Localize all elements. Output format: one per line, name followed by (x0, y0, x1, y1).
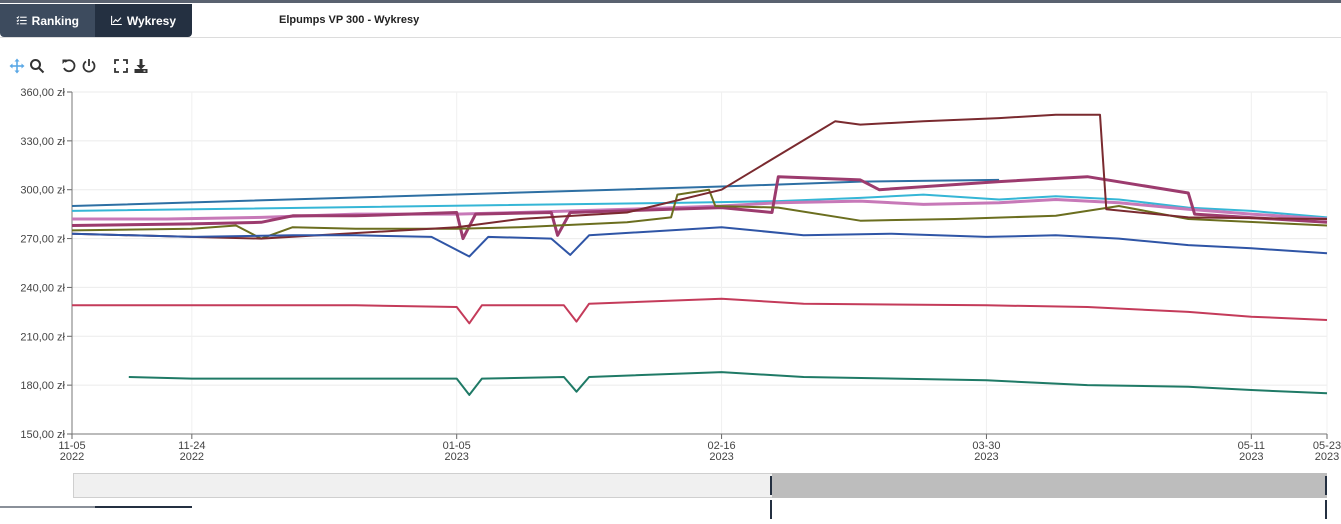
tab-wykresy-edge (95, 506, 192, 508)
list-icon (16, 16, 27, 25)
series-line-1 (71, 178, 1000, 207)
x-tick-label: 01-05 (443, 440, 471, 452)
x-tick-year-label: 2023 (444, 451, 468, 463)
series-line-4 (71, 175, 1328, 241)
pan-icon[interactable] (9, 58, 25, 74)
tab-bar: Ranking Wykresy (0, 4, 192, 37)
y-tick-label: 360,00 zł (20, 87, 65, 99)
y-tick-label: 180,00 zł (20, 380, 65, 392)
fullscreen-icon[interactable] (113, 58, 129, 74)
x-tick-label: 05-23 (1313, 440, 1341, 452)
tab-wykresy-label: Wykresy (126, 13, 176, 28)
series-line-7 (71, 226, 1328, 258)
series-line-5 (71, 188, 1328, 240)
navigator-handle-left[interactable] (770, 476, 774, 519)
tab-ranking-label: Ranking (31, 13, 79, 28)
x-tick-label: 11-05 (58, 440, 85, 452)
x-tick-year-label: 2023 (709, 451, 733, 463)
x-tick-year-label: 2023 (1315, 451, 1339, 463)
download-icon[interactable] (133, 58, 149, 74)
tab-wykresy[interactable]: Wykresy (95, 4, 192, 37)
y-tick-label: 300,00 zł (20, 185, 65, 197)
x-tick-label: 03-30 (972, 440, 1000, 452)
x-tick-year-label: 2023 (974, 451, 998, 463)
y-tick-label: 330,00 zł (20, 136, 65, 148)
page-title: Elpumps VP 300 - Wykresy (279, 14, 420, 26)
y-tick-label: 150,00 zł (20, 429, 65, 441)
series-line-9 (128, 371, 1328, 396)
x-tick-year-label: 2023 (1239, 451, 1263, 463)
x-tick-label: 02-16 (708, 440, 736, 452)
top-border (0, 0, 1341, 3)
x-tick-label: 11-24 (178, 440, 205, 452)
series-line-2 (71, 193, 1328, 219)
tab-ranking-edge (0, 506, 95, 508)
y-tick-label: 240,00 zł (20, 282, 65, 294)
reset-icon[interactable] (61, 58, 77, 74)
zoom-icon[interactable] (29, 58, 45, 74)
x-tick-year-label: 2022 (60, 451, 84, 463)
power-icon[interactable] (81, 58, 97, 74)
y-tick-label: 270,00 zł (20, 234, 65, 246)
tab-ranking[interactable]: Ranking (0, 4, 95, 37)
header-divider (0, 37, 1341, 38)
price-chart[interactable]: 360,00 zł 330,00 zł 300,00 zł 270,00 zł 240,… (0, 80, 1341, 470)
x-tick-year-label: 2022 (180, 451, 204, 463)
navigator-handle-right[interactable] (1325, 476, 1329, 519)
y-tick-label: 210,00 zł (20, 331, 65, 343)
line-chart-icon (111, 15, 122, 26)
series-line-6 (71, 113, 1328, 240)
x-tick-label: 05-11 (1238, 440, 1265, 452)
navigator-selection[interactable] (772, 473, 1327, 498)
series-line-8 (72, 297, 1328, 325)
